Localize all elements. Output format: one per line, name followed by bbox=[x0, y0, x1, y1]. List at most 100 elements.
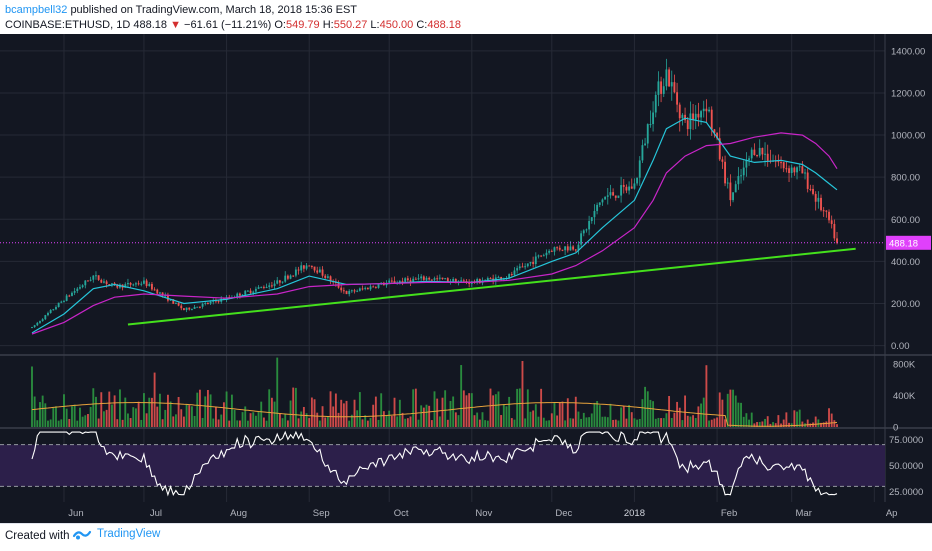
candle-body bbox=[673, 82, 676, 93]
volume-bar bbox=[143, 393, 145, 427]
volume-bar bbox=[252, 412, 255, 427]
symbol-line: COINBASE:ETHUSD, 1D 488.18 ▼ −61.61 (−11… bbox=[5, 19, 461, 31]
volume-bar bbox=[308, 418, 311, 427]
volume-bar bbox=[508, 396, 511, 427]
volume-bar bbox=[169, 401, 172, 427]
volume-bar bbox=[254, 415, 257, 427]
volume-bar bbox=[212, 418, 215, 427]
candle-body bbox=[716, 132, 718, 139]
candle-body bbox=[678, 104, 681, 119]
tradingview-link[interactable]: TradingView bbox=[97, 528, 161, 540]
volume-bar bbox=[817, 419, 820, 427]
candle-body bbox=[454, 278, 457, 284]
candle-body bbox=[143, 280, 145, 284]
candle-body bbox=[358, 288, 361, 291]
volume-bar bbox=[414, 388, 417, 427]
candle-body bbox=[103, 281, 105, 283]
volume-bar bbox=[108, 391, 111, 427]
volume-bar bbox=[828, 408, 830, 427]
candle-body bbox=[76, 288, 79, 292]
candle-body bbox=[598, 202, 601, 205]
candle-body bbox=[305, 265, 308, 269]
volume-bar bbox=[137, 401, 140, 427]
candle-body bbox=[798, 166, 801, 168]
volume-bar bbox=[510, 418, 513, 427]
volume-bar bbox=[404, 418, 407, 427]
candle-body bbox=[374, 287, 377, 289]
candle-body bbox=[175, 302, 177, 304]
volume-bar bbox=[772, 422, 774, 427]
footer: Created with TradingView bbox=[0, 523, 932, 551]
volume-bar bbox=[537, 416, 540, 427]
candle-body bbox=[238, 293, 241, 296]
volume-bar bbox=[665, 413, 668, 427]
candle-body bbox=[438, 277, 441, 279]
candle-body bbox=[57, 302, 60, 308]
volume-bar bbox=[753, 423, 756, 427]
candle-body bbox=[577, 244, 580, 251]
candle-body bbox=[657, 81, 660, 95]
candle-body bbox=[97, 275, 100, 280]
volume-bar bbox=[262, 417, 265, 427]
candle-body bbox=[300, 265, 303, 271]
volume-bar bbox=[188, 405, 191, 427]
price-axis-background bbox=[885, 34, 932, 502]
volume-bar bbox=[329, 391, 332, 427]
volume-bar bbox=[55, 406, 57, 427]
tradingview-brand[interactable]: TradingView bbox=[72, 528, 160, 540]
last-price-tag bbox=[886, 235, 931, 250]
volume-bar bbox=[590, 413, 593, 427]
volume-bar bbox=[47, 420, 49, 427]
volume-bar bbox=[660, 418, 663, 427]
candle-body bbox=[497, 276, 500, 278]
candle-body bbox=[326, 276, 329, 278]
candle-body bbox=[33, 325, 36, 328]
volume-bar bbox=[494, 394, 497, 427]
time-tick-label: Dec bbox=[555, 508, 572, 519]
candle-body bbox=[196, 306, 199, 308]
volume-bar bbox=[105, 409, 108, 427]
volume-bar bbox=[652, 401, 655, 427]
candle-body bbox=[182, 308, 185, 311]
volume-bar bbox=[206, 390, 209, 427]
volume-bar bbox=[204, 396, 207, 427]
candle-body bbox=[486, 278, 489, 281]
candle-body bbox=[49, 309, 52, 313]
volume-bar bbox=[244, 406, 247, 427]
candle-body bbox=[156, 289, 159, 294]
candle-body bbox=[644, 143, 647, 146]
volume-bar bbox=[481, 412, 484, 427]
candle-body bbox=[417, 278, 420, 280]
candle-body bbox=[140, 283, 143, 285]
volume-bar bbox=[524, 418, 527, 427]
volume-bar bbox=[644, 386, 647, 427]
volume-bar bbox=[582, 412, 585, 427]
volume-bar bbox=[190, 406, 193, 427]
candle-body bbox=[246, 290, 249, 292]
volume-bar bbox=[761, 421, 764, 427]
time-tick-label: Oct bbox=[394, 508, 409, 519]
candle-body bbox=[540, 255, 543, 257]
volume-bar bbox=[350, 414, 353, 427]
candle-body bbox=[558, 247, 561, 250]
candle-body bbox=[521, 266, 524, 268]
volume-bar bbox=[196, 392, 199, 427]
author-link[interactable]: bcampbell32 bbox=[5, 4, 68, 16]
candle-body bbox=[430, 279, 433, 281]
candle-body bbox=[318, 269, 321, 273]
volume-bar bbox=[326, 416, 329, 427]
candle-body bbox=[462, 280, 465, 282]
rsi-band bbox=[0, 444, 885, 487]
candle-body bbox=[84, 280, 87, 286]
candle-body bbox=[748, 158, 750, 160]
volume-bar bbox=[167, 394, 169, 427]
candle-body bbox=[446, 278, 449, 282]
volume-bar bbox=[705, 365, 708, 427]
candle-body bbox=[321, 269, 324, 276]
chart-canvas[interactable]: 488.18 0.00 200.00 400.00 600.00 800.00 1000.0… bbox=[0, 34, 932, 523]
volume-bar bbox=[305, 413, 308, 427]
volume-bar bbox=[60, 419, 63, 427]
volume-bar bbox=[260, 401, 263, 427]
rsi-tick-label: 50.0000 bbox=[889, 461, 923, 472]
high-value: 550.27 bbox=[333, 19, 368, 31]
